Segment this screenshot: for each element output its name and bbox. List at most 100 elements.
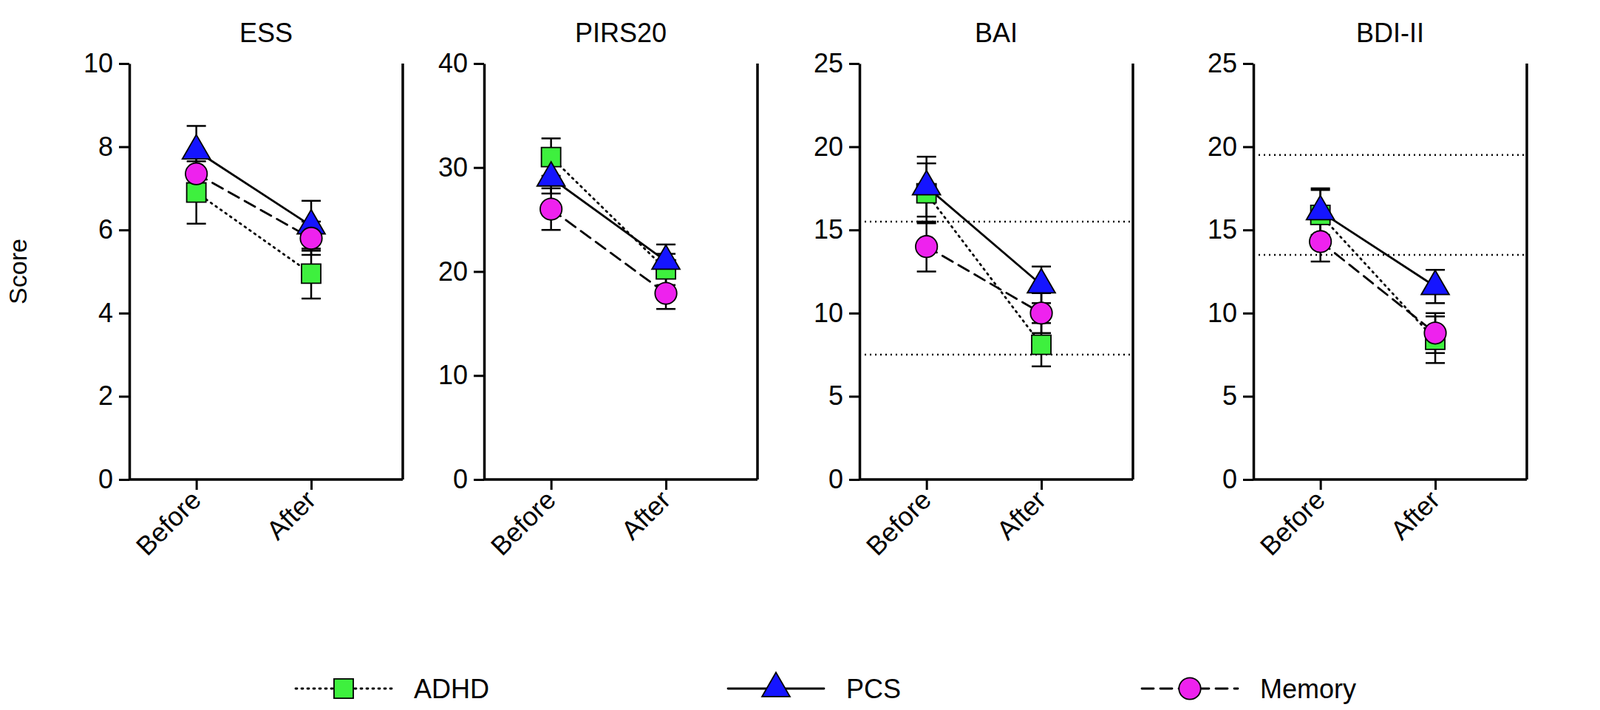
tick: 4 — [98, 297, 130, 329]
tick-label: 15 — [1207, 214, 1238, 245]
tick: After — [1384, 479, 1446, 546]
y-axis: 0510152025 — [813, 48, 861, 495]
reference-line — [1253, 154, 1527, 157]
tick-label: After — [1384, 484, 1446, 547]
error-cap — [1031, 265, 1051, 268]
marker — [1031, 335, 1051, 355]
error-cap — [1425, 312, 1445, 315]
tick-mark — [473, 62, 485, 66]
tick: 20 — [813, 131, 860, 162]
figure: ESSScore0246810BeforeAfterPIRS2001020304… — [0, 0, 1600, 710]
error-cap — [1311, 187, 1331, 190]
chart-title: ESS — [239, 17, 293, 49]
frame-line — [1131, 63, 1135, 480]
plot-area — [182, 125, 326, 299]
tick: 6 — [98, 214, 130, 245]
marker — [182, 134, 211, 159]
error-cap — [1425, 362, 1445, 365]
chart-title: BDI-II — [1356, 17, 1425, 49]
legend-item: PCS — [727, 672, 901, 705]
error-cap — [541, 229, 561, 232]
tick-mark — [1243, 312, 1254, 315]
tick: 20 — [438, 256, 485, 287]
tick-label: 2 — [98, 380, 114, 411]
tick: 40 — [438, 48, 485, 79]
marker — [912, 170, 941, 196]
marker — [540, 198, 562, 220]
tick-mark — [1243, 146, 1254, 149]
error-cap — [917, 215, 937, 219]
legend-label: Memory — [1260, 673, 1357, 705]
error-cap — [1311, 260, 1331, 264]
reference-line — [859, 353, 1133, 357]
series-line — [551, 209, 666, 294]
marker — [301, 263, 321, 284]
x-axis: BeforeAfter — [484, 479, 758, 562]
tick-mark — [849, 229, 860, 232]
tick-mark — [118, 395, 130, 398]
tick-label: 4 — [98, 297, 114, 329]
error-cap — [541, 137, 561, 140]
tick: 25 — [1207, 48, 1254, 79]
frame-line — [756, 63, 759, 480]
tick-mark — [118, 312, 130, 315]
tick-mark — [1243, 478, 1254, 482]
tick: 15 — [1207, 214, 1254, 245]
tick-mark — [473, 271, 485, 274]
tick: 0 — [1222, 464, 1254, 495]
tick: Before — [484, 479, 562, 562]
marker — [1421, 270, 1450, 295]
error-cap — [917, 270, 937, 273]
error-cap — [1425, 302, 1445, 305]
tick-mark — [849, 395, 860, 398]
marker — [1030, 302, 1052, 324]
error-cap — [1031, 365, 1051, 369]
tick-mark — [849, 312, 860, 315]
panel: ESSScore0246810BeforeAfter — [3, 17, 403, 562]
tick: 10 — [1207, 297, 1254, 329]
tick-label: 20 — [438, 256, 468, 287]
tick-mark — [118, 146, 130, 149]
tick-mark — [926, 479, 929, 490]
legend-marker — [761, 672, 791, 697]
marker — [300, 227, 322, 250]
marker — [1027, 269, 1056, 294]
error-cap — [186, 124, 207, 128]
frame-line — [401, 63, 405, 480]
plot-area — [859, 156, 1133, 367]
tick-mark — [1434, 479, 1437, 490]
tick-mark — [473, 374, 485, 377]
tick-label: 10 — [813, 297, 844, 329]
series-line — [196, 150, 312, 226]
reference-line — [859, 220, 1133, 224]
reference-line — [1253, 254, 1527, 257]
tick-mark — [118, 62, 130, 66]
error-cap — [301, 200, 321, 203]
tick-label: 25 — [1207, 48, 1238, 79]
axis-line — [128, 64, 132, 481]
tick-mark — [1243, 229, 1254, 232]
error-cap — [301, 254, 321, 257]
tick-mark — [1243, 62, 1254, 66]
marker — [185, 162, 207, 185]
tick: 30 — [438, 152, 485, 183]
error-cap — [917, 155, 937, 159]
tick: 20 — [1207, 131, 1254, 162]
series-line — [196, 192, 312, 275]
tick-mark — [118, 478, 130, 482]
y-axis: 0510152025 — [1207, 48, 1255, 495]
marker — [654, 282, 677, 304]
axis-line — [129, 478, 403, 482]
tick-mark — [849, 62, 860, 66]
error-cap — [656, 308, 676, 311]
x-axis: BeforeAfter — [129, 479, 403, 562]
tick: 25 — [813, 48, 860, 79]
axis-line — [1253, 478, 1527, 482]
tick-label: 25 — [813, 48, 844, 79]
series-line — [1320, 211, 1436, 287]
tick-label: 20 — [1207, 131, 1238, 162]
tick-mark — [849, 146, 860, 149]
legend-label: PCS — [846, 673, 901, 705]
tick: After — [990, 479, 1052, 546]
tick-mark — [1040, 479, 1043, 490]
